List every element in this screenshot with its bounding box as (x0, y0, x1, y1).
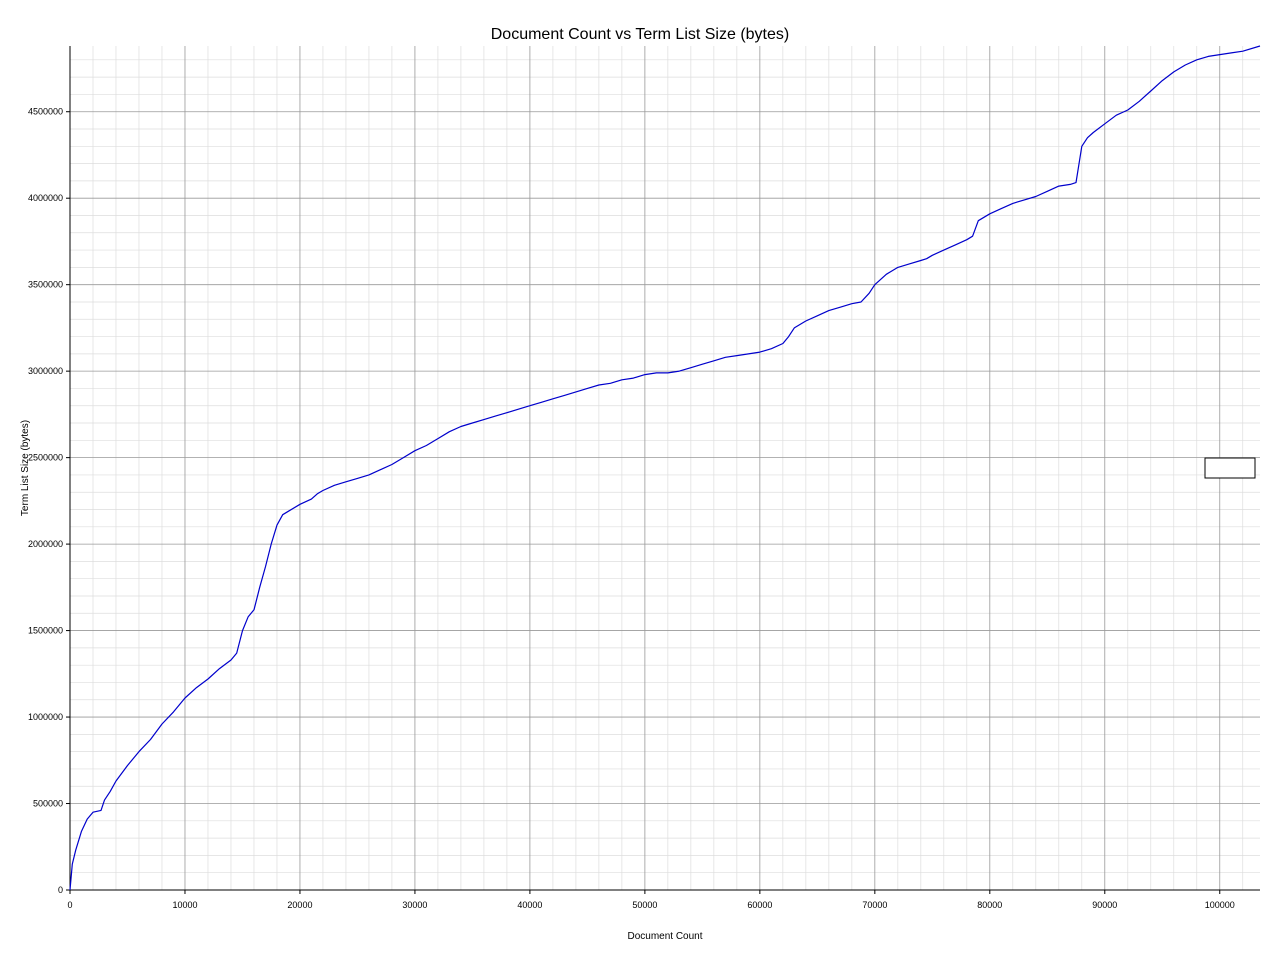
x-axis-label: Document Count (627, 931, 702, 942)
y-tick-label: 2000000 (28, 539, 63, 549)
y-tick-label: 500000 (33, 799, 63, 809)
x-tick-label: 100000 (1205, 900, 1235, 910)
x-tick-label: 0 (67, 900, 72, 910)
legend-box (1204, 457, 1256, 479)
series-line (69, 45, 1261, 891)
x-axis-ticks: 0 10000 20000 30000 40000 50000 60000 70000 8000… (67, 890, 1235, 910)
y-tick-label: 3000000 (28, 366, 63, 376)
y-tick-label: 2500000 (28, 453, 63, 463)
minor-grid (70, 46, 1260, 890)
y-tick-label: 0 (58, 885, 63, 895)
y-tick-label: 3500000 (28, 280, 63, 290)
x-tick-label: 10000 (172, 900, 197, 910)
series-layer (69, 45, 1261, 891)
x-tick-label: 80000 (977, 900, 1002, 910)
x-tick-label: 30000 (402, 900, 427, 910)
x-tick-label: 60000 (747, 900, 772, 910)
y-tick-label: 1000000 (28, 712, 63, 722)
plot-background (70, 46, 1260, 890)
x-tick-label: 70000 (862, 900, 887, 910)
y-axis-ticks: 0 500000 1000000 1500000 2000000 2500000 30000… (28, 107, 70, 895)
y-axis-label: Term List Size (bytes) (20, 420, 31, 516)
y-tick-label: 4000000 (28, 193, 63, 203)
x-tick-label: 40000 (517, 900, 542, 910)
x-tick-label: 50000 (632, 900, 657, 910)
y-tick-label: 4500000 (28, 107, 63, 117)
x-tick-label: 90000 (1092, 900, 1117, 910)
y-tick-label: 1500000 (28, 626, 63, 636)
chart-title: Document Count vs Term List Size (bytes) (491, 26, 789, 43)
x-tick-label: 20000 (287, 900, 312, 910)
